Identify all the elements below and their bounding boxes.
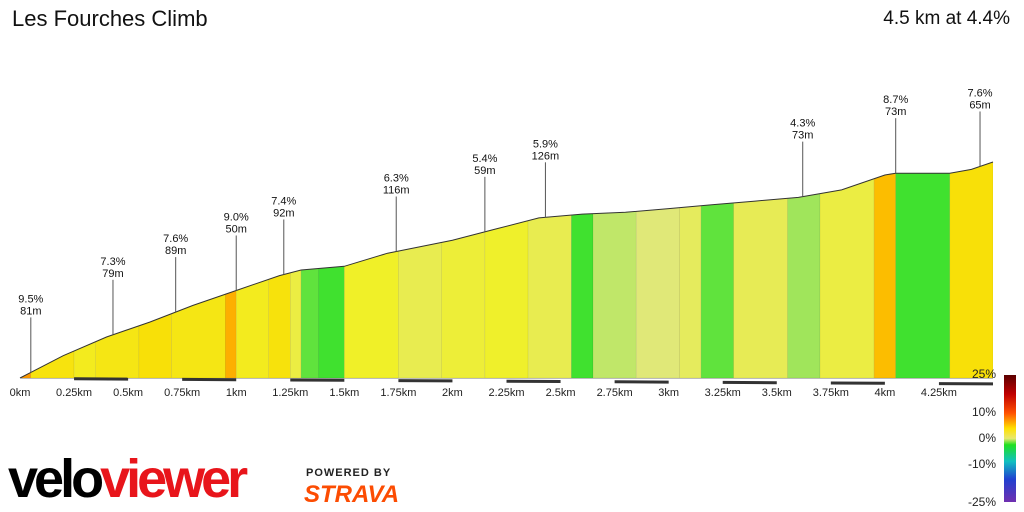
legend-tick-label: -25% <box>968 495 996 509</box>
grade-segment-6 <box>225 162 237 378</box>
annotation-length: 79m <box>102 268 123 280</box>
strava-logo[interactable]: STRAVA <box>304 481 400 508</box>
x-tick-label: 2.75km <box>597 387 633 399</box>
grade-segment-20 <box>679 162 702 378</box>
annotation-length: 50m <box>226 223 247 235</box>
grade-segment-7 <box>235 162 269 378</box>
x-tick-label: 2.5km <box>546 387 576 399</box>
x-tick-label: 4km <box>874 387 895 399</box>
x-tick-label: 1.25km <box>272 387 308 399</box>
grade-segment-19 <box>635 162 680 378</box>
grade-segment-1 <box>30 162 75 378</box>
annotation-length: 89m <box>165 245 186 257</box>
grade-segment-5 <box>171 162 226 378</box>
grade-segment-22 <box>733 162 788 378</box>
profile-outline <box>19 161 994 379</box>
annotation-grade: 5.9% <box>533 138 558 150</box>
legend-tick-label: 10% <box>972 405 996 419</box>
x-tick-label: 2km <box>442 387 463 399</box>
grade-segment-2 <box>73 162 96 378</box>
x-tick-label: 3km <box>658 387 679 399</box>
grade-segment-25 <box>873 162 896 378</box>
annotation-grade: 8.7% <box>883 94 908 106</box>
distance-band-4 <box>290 378 345 382</box>
distance-band-6 <box>398 379 453 383</box>
grade-segment-4 <box>138 162 172 378</box>
annotation-length: 73m <box>885 106 906 118</box>
grade-segment-26 <box>895 162 951 378</box>
x-tick-label: 1.75km <box>380 387 416 399</box>
legend-tick-label: -10% <box>968 457 996 471</box>
annotation-length: 92m <box>273 207 294 219</box>
annotation-grade: 9.5% <box>18 293 43 305</box>
annotation-grade: 7.6% <box>163 233 188 245</box>
x-tick-label: 3.75km <box>813 387 849 399</box>
x-tick-label: 0.5km <box>113 387 143 399</box>
distance-band-14 <box>830 381 885 385</box>
grade-segment-18 <box>592 162 637 378</box>
annotation-grade: 5.4% <box>472 153 497 165</box>
grade-segment-24 <box>819 162 875 378</box>
distance-band-0 <box>74 377 129 381</box>
grade-segment-14 <box>441 162 486 378</box>
climb-summary: 4.5 km at 4.4% <box>883 8 1010 29</box>
x-tick-label: 0.75km <box>164 387 200 399</box>
grade-segment-11 <box>318 162 345 378</box>
chart-title: Les Fourches Climb <box>12 6 208 31</box>
annotation-grade: 7.3% <box>100 256 125 268</box>
annotation-length: 126m <box>532 150 560 162</box>
distance-band-16 <box>938 382 993 386</box>
grade-segment-10 <box>300 162 319 378</box>
distance-band-10 <box>614 380 669 384</box>
annotation-length: 59m <box>474 165 495 177</box>
annotation-grade: 6.3% <box>384 173 409 185</box>
x-tick-label: 1km <box>226 387 247 399</box>
logo-viewer: viewer <box>100 449 248 509</box>
annotation-grade: 7.4% <box>271 195 296 207</box>
legend-tick-label: 25% <box>972 367 996 381</box>
x-tick-label: 0.25km <box>56 387 92 399</box>
grade-segment-9 <box>290 162 302 378</box>
x-tick-label: 3.25km <box>705 387 741 399</box>
annotation-length: 81m <box>20 305 41 317</box>
annotation-length: 65m <box>969 99 990 111</box>
x-tick-label: 2.25km <box>488 387 524 399</box>
grade-segment-8 <box>268 162 291 378</box>
x-tick-label: 0km <box>10 387 31 399</box>
annotation-grade: 4.3% <box>790 118 815 130</box>
x-tick-label: 4.25km <box>921 387 957 399</box>
grade-segment-16 <box>527 162 572 378</box>
x-tick-label: 3.5km <box>762 387 792 399</box>
distance-band-12 <box>722 380 777 385</box>
distance-band-2 <box>182 377 237 382</box>
grade-segment-0 <box>20 162 32 378</box>
annotation-grade: 9.0% <box>224 211 249 223</box>
annotation-grade: 7.6% <box>967 87 992 99</box>
grade-segment-27 <box>949 162 993 378</box>
gradient-legend-bar <box>1004 375 1016 502</box>
veloviewer-logo[interactable]: veloviewer <box>8 449 248 509</box>
distance-band-8 <box>506 379 561 383</box>
grade-segment-15 <box>484 162 529 378</box>
logo-velo: velo <box>8 449 104 509</box>
powered-by-label: POWERED BY <box>306 467 392 479</box>
grade-segment-21 <box>700 162 734 378</box>
grade-segment-23 <box>787 162 821 378</box>
grade-segment-17 <box>571 162 594 378</box>
legend-tick-label: 0% <box>979 431 997 445</box>
annotation-length: 73m <box>792 130 813 142</box>
annotation-length: 116m <box>383 185 410 197</box>
x-tick-label: 1.5km <box>329 387 359 399</box>
